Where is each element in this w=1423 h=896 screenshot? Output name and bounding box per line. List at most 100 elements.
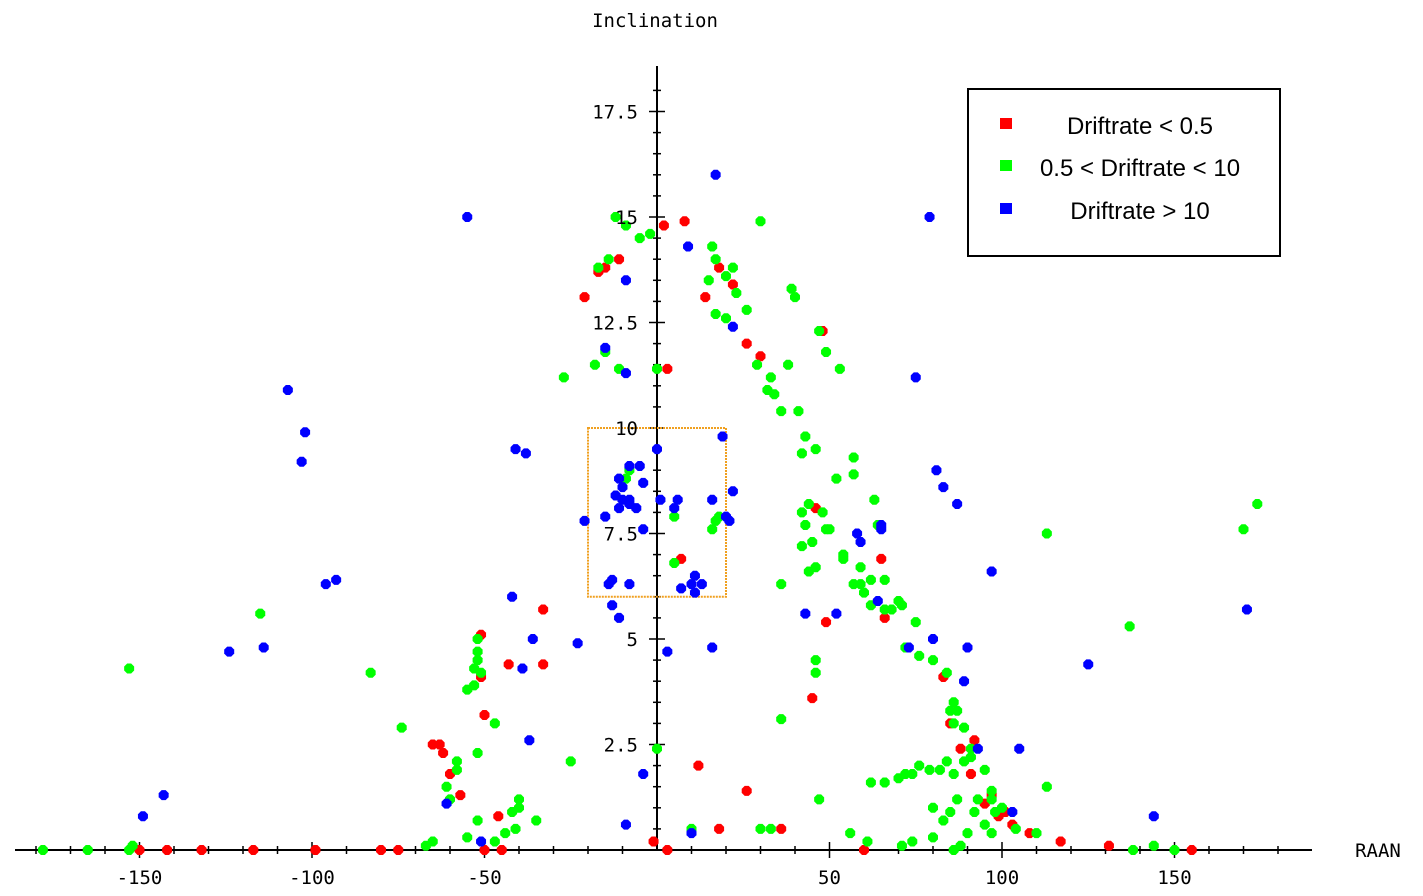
data-point <box>510 823 521 834</box>
data-point <box>931 465 942 476</box>
series-2 <box>137 169 1252 847</box>
data-point <box>300 427 311 438</box>
data-point <box>903 642 914 653</box>
data-point <box>752 359 763 370</box>
data-point <box>800 520 811 531</box>
data-point <box>455 790 466 801</box>
data-point <box>441 781 452 792</box>
data-point <box>1124 621 1135 632</box>
data-point <box>589 359 600 370</box>
data-point <box>517 663 528 674</box>
data-point <box>662 363 673 374</box>
data-point <box>986 828 997 839</box>
data-point <box>952 794 963 805</box>
data-point <box>479 845 490 855</box>
data-point <box>472 646 483 657</box>
data-point <box>1103 840 1114 851</box>
data-point <box>1031 828 1042 839</box>
data-point <box>669 558 680 569</box>
data-point <box>879 777 890 788</box>
data-point <box>620 368 631 379</box>
data-point <box>600 511 611 522</box>
data-point <box>821 347 832 358</box>
legend-label-2: Driftrate > 10 <box>1070 198 1209 225</box>
data-point <box>1010 823 1021 834</box>
data-point <box>938 815 949 826</box>
data-point <box>689 570 700 581</box>
data-point <box>969 735 980 746</box>
legend-label-1: 0.5 < Driftrate < 10 <box>1040 155 1240 182</box>
data-point <box>37 845 48 855</box>
data-point <box>703 275 714 286</box>
data-point <box>1007 807 1018 818</box>
data-point <box>617 482 628 493</box>
data-point <box>1041 528 1052 539</box>
data-point <box>910 617 921 628</box>
data-point <box>607 574 618 585</box>
data-point <box>810 444 821 455</box>
data-point <box>845 828 856 839</box>
data-point <box>793 406 804 417</box>
y-tick-label: 12.5 <box>592 313 638 335</box>
data-point <box>786 283 797 294</box>
data-point <box>634 233 645 244</box>
data-point <box>707 642 718 653</box>
data-point <box>558 372 569 383</box>
data-point <box>196 845 207 855</box>
data-point <box>462 212 473 222</box>
data-point <box>807 536 818 547</box>
data-point <box>331 574 342 585</box>
data-point <box>741 304 752 315</box>
data-point <box>986 566 997 577</box>
data-point <box>814 794 825 805</box>
data-point <box>527 634 538 644</box>
data-point <box>776 406 787 417</box>
data-point <box>952 498 963 509</box>
data-point <box>941 667 952 678</box>
data-point <box>928 802 938 813</box>
data-point <box>714 823 725 834</box>
data-point <box>451 756 462 767</box>
data-point <box>1055 836 1066 847</box>
y-tick-label: 15 <box>615 207 638 229</box>
data-point <box>948 769 959 780</box>
data-point <box>721 511 731 522</box>
data-point <box>765 823 776 834</box>
data-point <box>631 503 642 514</box>
data-point <box>624 460 635 471</box>
data-point <box>520 448 531 459</box>
data-point <box>652 363 662 374</box>
data-point <box>928 634 938 644</box>
data-point <box>683 241 694 252</box>
data-point <box>707 494 718 505</box>
data-point <box>948 697 959 708</box>
data-point <box>614 612 625 623</box>
x-tick-label: -50 <box>467 867 501 889</box>
y-tick-label: 17.5 <box>592 102 638 124</box>
data-point <box>572 638 583 649</box>
data-point <box>928 655 938 666</box>
data-point <box>1014 743 1025 754</box>
data-point <box>503 659 514 670</box>
data-points <box>37 169 1263 855</box>
data-point <box>427 739 438 750</box>
data-point <box>924 212 935 222</box>
data-point <box>1041 781 1052 792</box>
data-point <box>986 785 997 796</box>
x-tick-label: -100 <box>289 867 335 889</box>
data-point <box>124 663 135 674</box>
data-point <box>865 777 876 788</box>
data-point <box>365 667 376 678</box>
data-point <box>962 642 973 653</box>
data-point <box>824 524 835 535</box>
data-point <box>945 807 956 818</box>
data-point <box>472 655 483 666</box>
data-point <box>531 815 542 826</box>
data-point <box>831 608 842 619</box>
data-point <box>472 815 483 826</box>
data-point <box>924 764 935 775</box>
data-point <box>620 819 631 830</box>
data-point <box>320 579 331 590</box>
data-point <box>952 705 963 716</box>
data-point <box>648 836 659 847</box>
